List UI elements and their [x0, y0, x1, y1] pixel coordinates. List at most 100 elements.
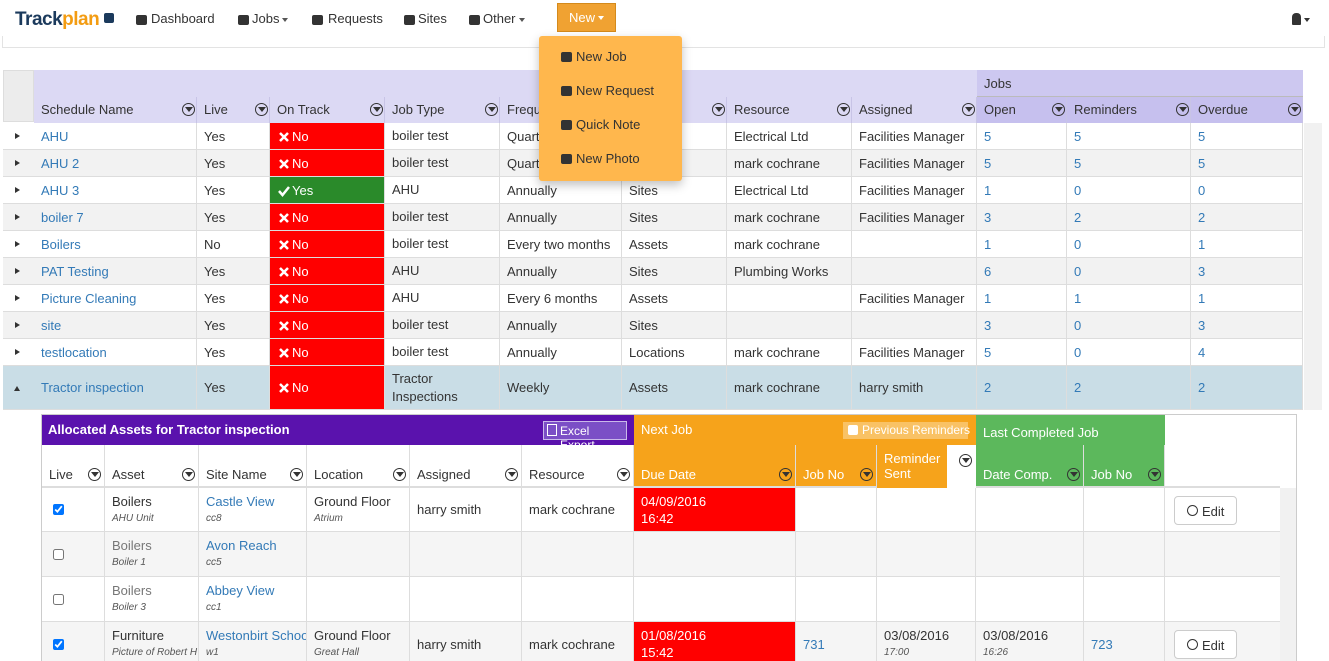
filter-button[interactable]: [712, 103, 725, 116]
filter-button[interactable]: [617, 468, 630, 481]
live-checkbox[interactable]: [53, 638, 64, 650]
table-link[interactable]: 0: [1074, 317, 1082, 333]
expand-toggle[interactable]: [3, 258, 34, 285]
table-link[interactable]: 5: [1198, 155, 1206, 171]
expand-toggle[interactable]: [3, 150, 34, 177]
column-header[interactable]: Asset: [105, 445, 199, 488]
filter-button[interactable]: [370, 103, 383, 116]
expand-toggle[interactable]: [3, 177, 34, 204]
dropdown-item[interactable]: Quick Note: [539, 116, 682, 136]
edit-button[interactable]: Edit: [1174, 496, 1237, 525]
table-link[interactable]: 0: [1074, 263, 1082, 279]
filter-button[interactable]: [1148, 468, 1161, 481]
previous-reminders-button[interactable]: Previous Reminders: [843, 422, 970, 439]
table-link[interactable]: 0: [1074, 236, 1082, 252]
table-link[interactable]: 5: [984, 128, 992, 144]
filter-button[interactable]: [1176, 103, 1189, 116]
nav-item[interactable]: Other: [483, 11, 573, 29]
column-header[interactable]: Schedule Name: [34, 97, 197, 123]
edit-button[interactable]: Edit: [1174, 630, 1237, 659]
filter-button[interactable]: [962, 103, 975, 116]
column-header[interactable]: Assigned: [852, 97, 977, 123]
column-header[interactable]: Resource: [522, 445, 634, 488]
expand-toggle[interactable]: [3, 204, 34, 231]
brand[interactable]: Trackplan: [15, 9, 114, 31]
nav-item[interactable]: Requests: [328, 11, 418, 29]
job-no-main[interactable]: 731: [803, 636, 825, 652]
column-header[interactable]: Site Name: [199, 445, 307, 488]
table-link[interactable]: 3: [984, 209, 992, 225]
column-header[interactable]: Reminders: [1067, 97, 1191, 123]
expand-toggle[interactable]: [3, 339, 34, 366]
column-header[interactable]: Job No: [796, 445, 877, 488]
table-link[interactable]: 2: [984, 380, 992, 395]
filter-button[interactable]: [1052, 103, 1065, 116]
table-link[interactable]: 5: [984, 344, 992, 360]
table-link[interactable]: 1: [1198, 290, 1206, 306]
dropdown-item[interactable]: New Job: [539, 48, 682, 68]
site-main[interactable]: Abbey View: [206, 583, 275, 598]
table-link[interactable]: 5: [1074, 128, 1082, 144]
filter-button[interactable]: [485, 103, 498, 116]
table-link[interactable]: AHU 3: [41, 182, 80, 198]
table-link[interactable]: 0: [1074, 182, 1082, 198]
column-header[interactable]: Assigned: [410, 445, 522, 488]
filter-button[interactable]: [779, 468, 792, 481]
column-header[interactable]: Due Date: [634, 445, 796, 488]
expand-toggle[interactable]: [3, 312, 34, 339]
table-link[interactable]: 1: [1198, 236, 1206, 252]
last-job-no-main[interactable]: 723: [1091, 636, 1113, 652]
table-link[interactable]: Picture Cleaning: [41, 290, 137, 306]
table-link[interactable]: boiler 7: [41, 209, 84, 225]
table-link[interactable]: PAT Testing: [41, 263, 109, 279]
live-checkbox[interactable]: [53, 504, 64, 515]
table-link[interactable]: testlocation: [41, 344, 107, 360]
filter-button[interactable]: [837, 103, 850, 116]
table-link[interactable]: 0: [1074, 344, 1082, 360]
dropdown-item[interactable]: New Request: [539, 82, 682, 102]
filter-button[interactable]: [393, 468, 406, 481]
table-link[interactable]: 3: [984, 317, 992, 333]
expand-toggle[interactable]: [3, 285, 34, 312]
filter-button[interactable]: [860, 468, 873, 481]
expand-toggle[interactable]: [3, 231, 34, 258]
table-link[interactable]: 1: [1074, 290, 1082, 306]
expand-toggle[interactable]: [3, 366, 34, 410]
filter-button[interactable]: [255, 103, 268, 116]
filter-button[interactable]: [290, 468, 303, 481]
column-header[interactable]: Date Comp.: [976, 445, 1084, 488]
table-link[interactable]: Boilers: [41, 236, 81, 252]
expand-toggle[interactable]: [3, 123, 34, 150]
table-link[interactable]: 5: [1074, 155, 1082, 171]
column-header[interactable]: Job No: [1084, 445, 1165, 488]
table-link[interactable]: 3: [1198, 263, 1206, 279]
column-header[interactable]: Reminder Sent: [877, 445, 947, 488]
new-button[interactable]: New: [557, 3, 616, 32]
filter-button[interactable]: [1288, 103, 1301, 116]
table-link[interactable]: 2: [1074, 380, 1082, 395]
table-link[interactable]: AHU: [41, 128, 69, 144]
table-link[interactable]: 6: [984, 263, 992, 279]
filter-button[interactable]: [959, 454, 972, 467]
site-main[interactable]: Avon Reach: [206, 538, 277, 553]
table-link[interactable]: 1: [984, 290, 992, 306]
live-checkbox[interactable]: [53, 548, 64, 560]
filter-button[interactable]: [182, 468, 195, 481]
table-link[interactable]: 2: [1074, 209, 1082, 225]
filter-button[interactable]: [1067, 468, 1080, 481]
table-link[interactable]: AHU 2: [41, 155, 80, 171]
filter-button[interactable]: [182, 103, 195, 116]
column-header[interactable]: Location: [307, 445, 410, 488]
filter-button[interactable]: [505, 468, 518, 481]
nav-item[interactable]: Sites: [418, 11, 508, 29]
table-link[interactable]: 0: [1198, 182, 1206, 198]
live-checkbox[interactable]: [53, 593, 64, 605]
table-link[interactable]: 3: [1198, 317, 1206, 333]
table-link[interactable]: 2: [1198, 209, 1206, 225]
table-link[interactable]: 1: [984, 182, 992, 198]
column-header[interactable]: Job Type: [385, 97, 500, 123]
dropdown-item[interactable]: New Photo: [539, 150, 682, 170]
table-link[interactable]: 1: [984, 236, 992, 252]
table-link[interactable]: site: [41, 317, 62, 333]
column-header[interactable]: Overdue: [1191, 97, 1303, 123]
